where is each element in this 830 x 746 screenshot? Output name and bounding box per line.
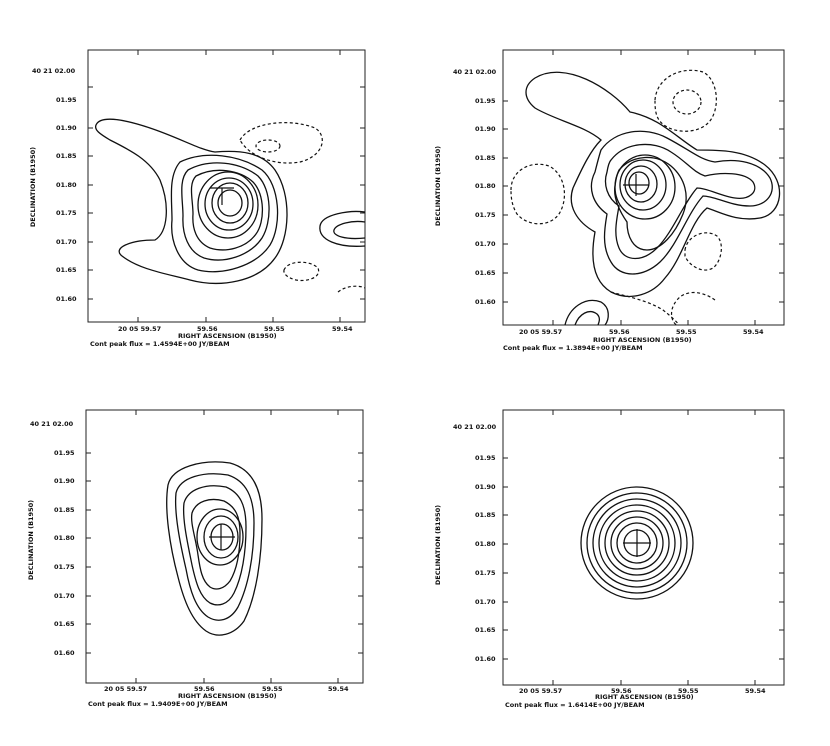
y-tick-label: 01.85 (475, 154, 496, 162)
y-tick-label: 01.60 (56, 295, 77, 303)
y-tick-label: 01.70 (475, 598, 496, 606)
x-tick-label: 59.55 (262, 685, 283, 693)
y-tick-label: 01.95 (56, 96, 77, 104)
y-tick-label: 01.70 (54, 592, 75, 600)
x-tick-label: 59.54 (743, 328, 764, 336)
y-tick-label: 40 21 02.00 (32, 67, 76, 75)
x-axis-label: RIGHT ASCENSION (B1950) (178, 692, 277, 700)
plot-frame (87, 49, 366, 323)
y-tick-label: 01.95 (475, 454, 496, 462)
y-axis-label: DECLINATION (B1950) (434, 145, 442, 227)
y-axis-label: DECLINATION (B1950) (29, 146, 37, 228)
y-tick-label: 01.65 (475, 269, 496, 277)
contours-positive (94, 118, 366, 284)
contours-positive (525, 71, 781, 326)
contour-plot (85, 409, 364, 684)
contour-map-bottom-left: 40 21 02.00 01.95 01.90 01.85 01.80 01.7… (0, 373, 415, 746)
x-tick-label: 59.54 (745, 687, 766, 695)
peak-cross-icon (210, 187, 234, 205)
contour-plot (502, 49, 785, 326)
peak-cross-icon (209, 524, 235, 550)
y-tick-label: 40 21 02.00 (453, 68, 497, 76)
y-tick-label: 01.65 (475, 626, 496, 634)
peak-cross-icon (623, 529, 651, 557)
contour-plot (502, 409, 785, 686)
contour-map-bottom-right: 40 21 02.00 01.95 01.90 01.85 01.80 01.7… (415, 373, 830, 746)
x-tick-label: 59.54 (328, 685, 349, 693)
y-tick-label: 40 21 02.00 (30, 420, 74, 428)
x-tick-label: 59.55 (678, 687, 699, 695)
x-tick-label: 20 05 59.57 (118, 325, 162, 333)
y-axis-label: DECLINATION (B1950) (27, 499, 35, 581)
y-tick-label: 01.75 (475, 211, 496, 219)
axis-ticks (503, 50, 784, 325)
contour-plot (87, 49, 366, 323)
axis-ticks (503, 410, 784, 685)
x-tick-label: 20 05 59.57 (519, 687, 563, 695)
peak-flux-caption: Cont peak flux = 1.4594E+00 JY/BEAM (90, 340, 230, 348)
peak-cross-icon (623, 174, 649, 196)
contours-positive (166, 461, 263, 636)
contour-map-top-right: 40 21 02.00 01.95 01.90 01.85 01.80 01.7… (415, 0, 830, 373)
peak-flux-caption: Cont peak flux = 1.6414E+00 JY/BEAM (505, 701, 645, 709)
y-tick-label: 01.95 (475, 97, 496, 105)
y-tick-label: 01.95 (54, 449, 75, 457)
y-tick-label: 01.75 (475, 569, 496, 577)
y-tick-label: 01.90 (54, 477, 75, 485)
x-axis-label: RIGHT ASCENSION (B1950) (178, 332, 277, 340)
y-tick-label: 01.60 (475, 655, 496, 663)
peak-flux-caption: Cont peak flux = 1.3894E+00 JY/BEAM (503, 344, 643, 352)
y-tick-label: 01.80 (475, 540, 496, 548)
x-tick-label: 59.56 (194, 685, 215, 693)
y-tick-label: 01.65 (56, 266, 77, 274)
plot-frame (502, 409, 785, 686)
y-tick-label: 01.70 (56, 238, 77, 246)
y-tick-label: 01.75 (56, 209, 77, 217)
y-tick-label: 01.85 (56, 152, 77, 160)
x-tick-label: 59.56 (197, 325, 218, 333)
x-tick-label: 59.56 (609, 328, 630, 336)
x-tick-label: 59.54 (332, 325, 353, 333)
y-tick-label: 01.85 (54, 506, 75, 514)
x-tick-label: 59.55 (264, 325, 285, 333)
axis-ticks (88, 50, 365, 322)
contour-map-top-left: 40 21 02.00 01.95 01.90 01.85 01.80 01.7… (0, 0, 415, 373)
y-tick-label: 01.60 (54, 649, 75, 657)
contours-positive (580, 486, 694, 600)
contours-negative (510, 69, 722, 326)
y-tick-label: 01.75 (54, 563, 75, 571)
y-axis-label: DECLINATION (B1950) (434, 504, 442, 586)
y-tick-label: 01.80 (475, 182, 496, 190)
peak-flux-caption: Cont peak flux = 1.9409E+00 JY/BEAM (88, 700, 228, 708)
x-axis-label: RIGHT ASCENSION (B1950) (595, 693, 694, 701)
x-tick-label: 59.56 (611, 687, 632, 695)
y-tick-label: 01.60 (475, 298, 496, 306)
contours-negative (239, 122, 366, 293)
y-tick-label: 01.80 (56, 181, 77, 189)
plot-frame (85, 409, 364, 684)
y-tick-label: 01.90 (475, 125, 496, 133)
y-tick-label: 01.90 (475, 483, 496, 491)
x-tick-label: 20 05 59.57 (104, 685, 148, 693)
y-tick-label: 01.80 (54, 534, 75, 542)
y-tick-label: 01.70 (475, 240, 496, 248)
y-tick-label: 01.65 (54, 620, 75, 628)
axis-ticks (86, 410, 363, 683)
x-axis-label: RIGHT ASCENSION (B1950) (593, 336, 692, 344)
y-tick-label: 01.85 (475, 511, 496, 519)
y-tick-label: 01.90 (56, 124, 77, 132)
plot-frame (502, 49, 785, 326)
x-tick-label: 59.55 (676, 328, 697, 336)
y-tick-label: 40 21 02.00 (453, 423, 497, 431)
x-tick-label: 20 05 59.57 (519, 328, 563, 336)
